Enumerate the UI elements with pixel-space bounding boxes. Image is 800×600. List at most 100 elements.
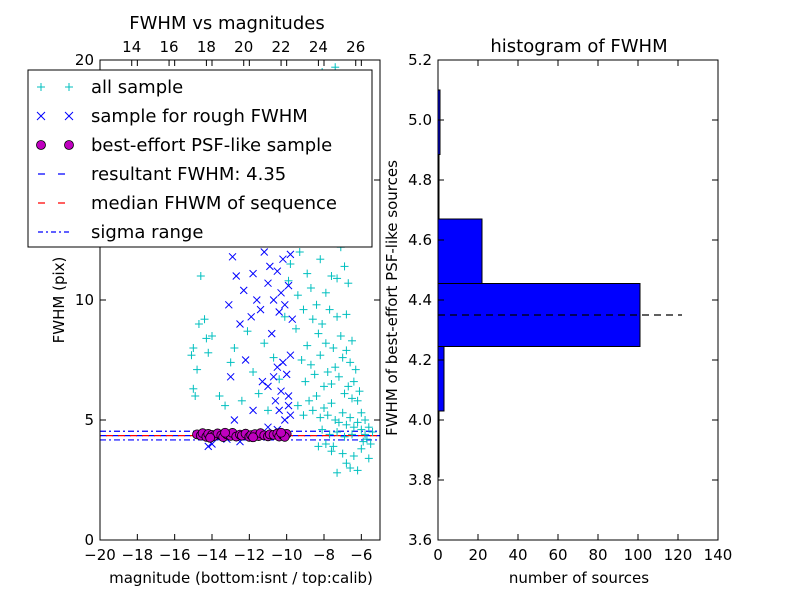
left-data-points bbox=[187, 63, 377, 477]
all-sample-point bbox=[333, 274, 342, 283]
y-tick-label: 4.0 bbox=[408, 411, 432, 429]
all-sample-point bbox=[321, 339, 330, 348]
rough-sample-point bbox=[241, 356, 250, 364]
rough-sample-point bbox=[264, 279, 272, 288]
all-sample-point bbox=[349, 452, 358, 460]
cross-b bbox=[271, 396, 280, 405]
right-chart-title: histogram of FWHM bbox=[490, 36, 667, 57]
all-sample-point bbox=[204, 348, 213, 357]
cross-b bbox=[279, 255, 287, 264]
all-sample-point bbox=[361, 416, 370, 424]
all-sample-point bbox=[310, 370, 319, 379]
legend-cross-b bbox=[36, 111, 46, 121]
all-sample-point bbox=[342, 310, 351, 319]
y-tick-label: 20 bbox=[75, 51, 94, 69]
all-sample-point bbox=[306, 360, 315, 369]
all-sample-point bbox=[368, 428, 377, 436]
all-sample-point bbox=[357, 425, 366, 434]
rough-sample-point bbox=[230, 416, 239, 424]
all-sample-point bbox=[312, 300, 321, 309]
rough-sample-point bbox=[288, 315, 297, 324]
rough-sample-point bbox=[249, 406, 257, 415]
cross-b bbox=[275, 406, 284, 415]
rough-sample-point bbox=[239, 286, 248, 295]
y-tick-label: 10 bbox=[75, 291, 94, 309]
legend-label: sample for rough FWHM bbox=[91, 106, 308, 127]
cross-b bbox=[284, 281, 293, 290]
all-sample-point bbox=[333, 468, 342, 477]
left-bottom-axis: −20 −18 −16 −14 −12 −10 −8 −6 bbox=[84, 60, 372, 564]
all-sample-point bbox=[331, 363, 340, 372]
y-tick-label: 4.4 bbox=[408, 291, 432, 309]
rough-sample-point bbox=[232, 272, 241, 280]
legend-entry: best-effort PSF-like sample bbox=[36, 135, 332, 156]
cross-b bbox=[230, 416, 239, 424]
all-sample-point bbox=[196, 272, 205, 280]
legend: all sample sample for rough FWHM best-effo… bbox=[27, 69, 373, 248]
psf-sample-point bbox=[220, 427, 230, 438]
all-sample-point bbox=[221, 401, 230, 410]
legend-box bbox=[27, 69, 373, 248]
all-sample-point bbox=[353, 466, 362, 475]
all-sample-point bbox=[226, 358, 235, 367]
x-tick-label: −10 bbox=[271, 546, 303, 564]
all-sample-point bbox=[284, 276, 293, 285]
top-tick-label: 16 bbox=[160, 38, 179, 56]
cross-b bbox=[277, 288, 285, 297]
legend-entry: median FHWM of sequence bbox=[38, 193, 337, 214]
rough-sample-point bbox=[264, 382, 272, 391]
all-sample-point bbox=[346, 413, 355, 422]
all-sample-point bbox=[318, 320, 327, 328]
all-sample-point bbox=[364, 454, 373, 463]
all-sample-point bbox=[260, 339, 269, 348]
x-tick-label: −20 bbox=[84, 546, 116, 564]
rough-sample-point bbox=[266, 262, 274, 271]
fwhm-histogram-chart: 0 20 40 60 80 100 120 140 3.6 3.8 4.0 4.2 4.4 4.6 4.8… bbox=[383, 36, 732, 587]
cross-b bbox=[264, 382, 272, 391]
all-sample-point bbox=[329, 442, 338, 451]
all-sample-point bbox=[286, 260, 295, 268]
all-sample-point bbox=[323, 368, 332, 376]
cross-b bbox=[269, 296, 278, 304]
all-sample-point bbox=[366, 440, 375, 448]
rough-sample-point bbox=[286, 351, 295, 360]
legend-entry: sigma range bbox=[38, 222, 203, 243]
rough-sample-point bbox=[249, 269, 257, 278]
all-sample-point bbox=[327, 399, 336, 408]
psf-sample-point bbox=[276, 427, 286, 438]
rough-sample-point bbox=[284, 281, 293, 290]
legend-label: sigma range bbox=[91, 222, 203, 243]
x-tick-label: −12 bbox=[234, 546, 266, 564]
histogram-bar bbox=[437, 346, 445, 412]
rough-sample-point bbox=[275, 406, 284, 415]
x-tick-label: 60 bbox=[548, 546, 567, 564]
rough-sample-point bbox=[252, 296, 261, 304]
legend-label: best-effort PSF-like sample bbox=[91, 135, 332, 156]
all-sample-point bbox=[314, 329, 323, 338]
all-sample-point bbox=[316, 255, 325, 264]
all-sample-point bbox=[344, 382, 353, 391]
cross-b bbox=[280, 416, 289, 424]
all-sample-point bbox=[353, 396, 362, 405]
x-tick-label: −14 bbox=[196, 546, 228, 564]
rough-sample-point bbox=[224, 300, 233, 309]
all-sample-point bbox=[320, 404, 328, 412]
rough-sample-point bbox=[286, 411, 295, 420]
cross-b bbox=[269, 372, 278, 381]
all-sample-point bbox=[349, 423, 358, 432]
cross-b bbox=[224, 300, 233, 309]
all-sample-point bbox=[194, 320, 203, 328]
all-sample-point bbox=[355, 387, 364, 396]
top-tick-label: 24 bbox=[309, 38, 328, 56]
all-sample-point bbox=[342, 346, 351, 355]
all-sample-point bbox=[321, 288, 330, 297]
cross-b bbox=[286, 250, 295, 259]
all-sample-point bbox=[249, 368, 258, 376]
top-tick-label: 20 bbox=[234, 38, 253, 56]
cross-b bbox=[226, 372, 235, 381]
all-sample-point bbox=[327, 380, 336, 388]
cross-b bbox=[208, 440, 216, 448]
all-sample-point bbox=[308, 406, 317, 415]
all-sample-point bbox=[295, 248, 304, 256]
left-x-axis-label: magnitude (bottom:isnt / top:calib) bbox=[109, 569, 373, 587]
